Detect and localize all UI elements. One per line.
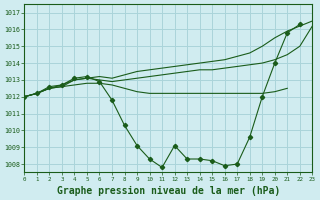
X-axis label: Graphe pression niveau de la mer (hPa): Graphe pression niveau de la mer (hPa) [57,186,280,196]
